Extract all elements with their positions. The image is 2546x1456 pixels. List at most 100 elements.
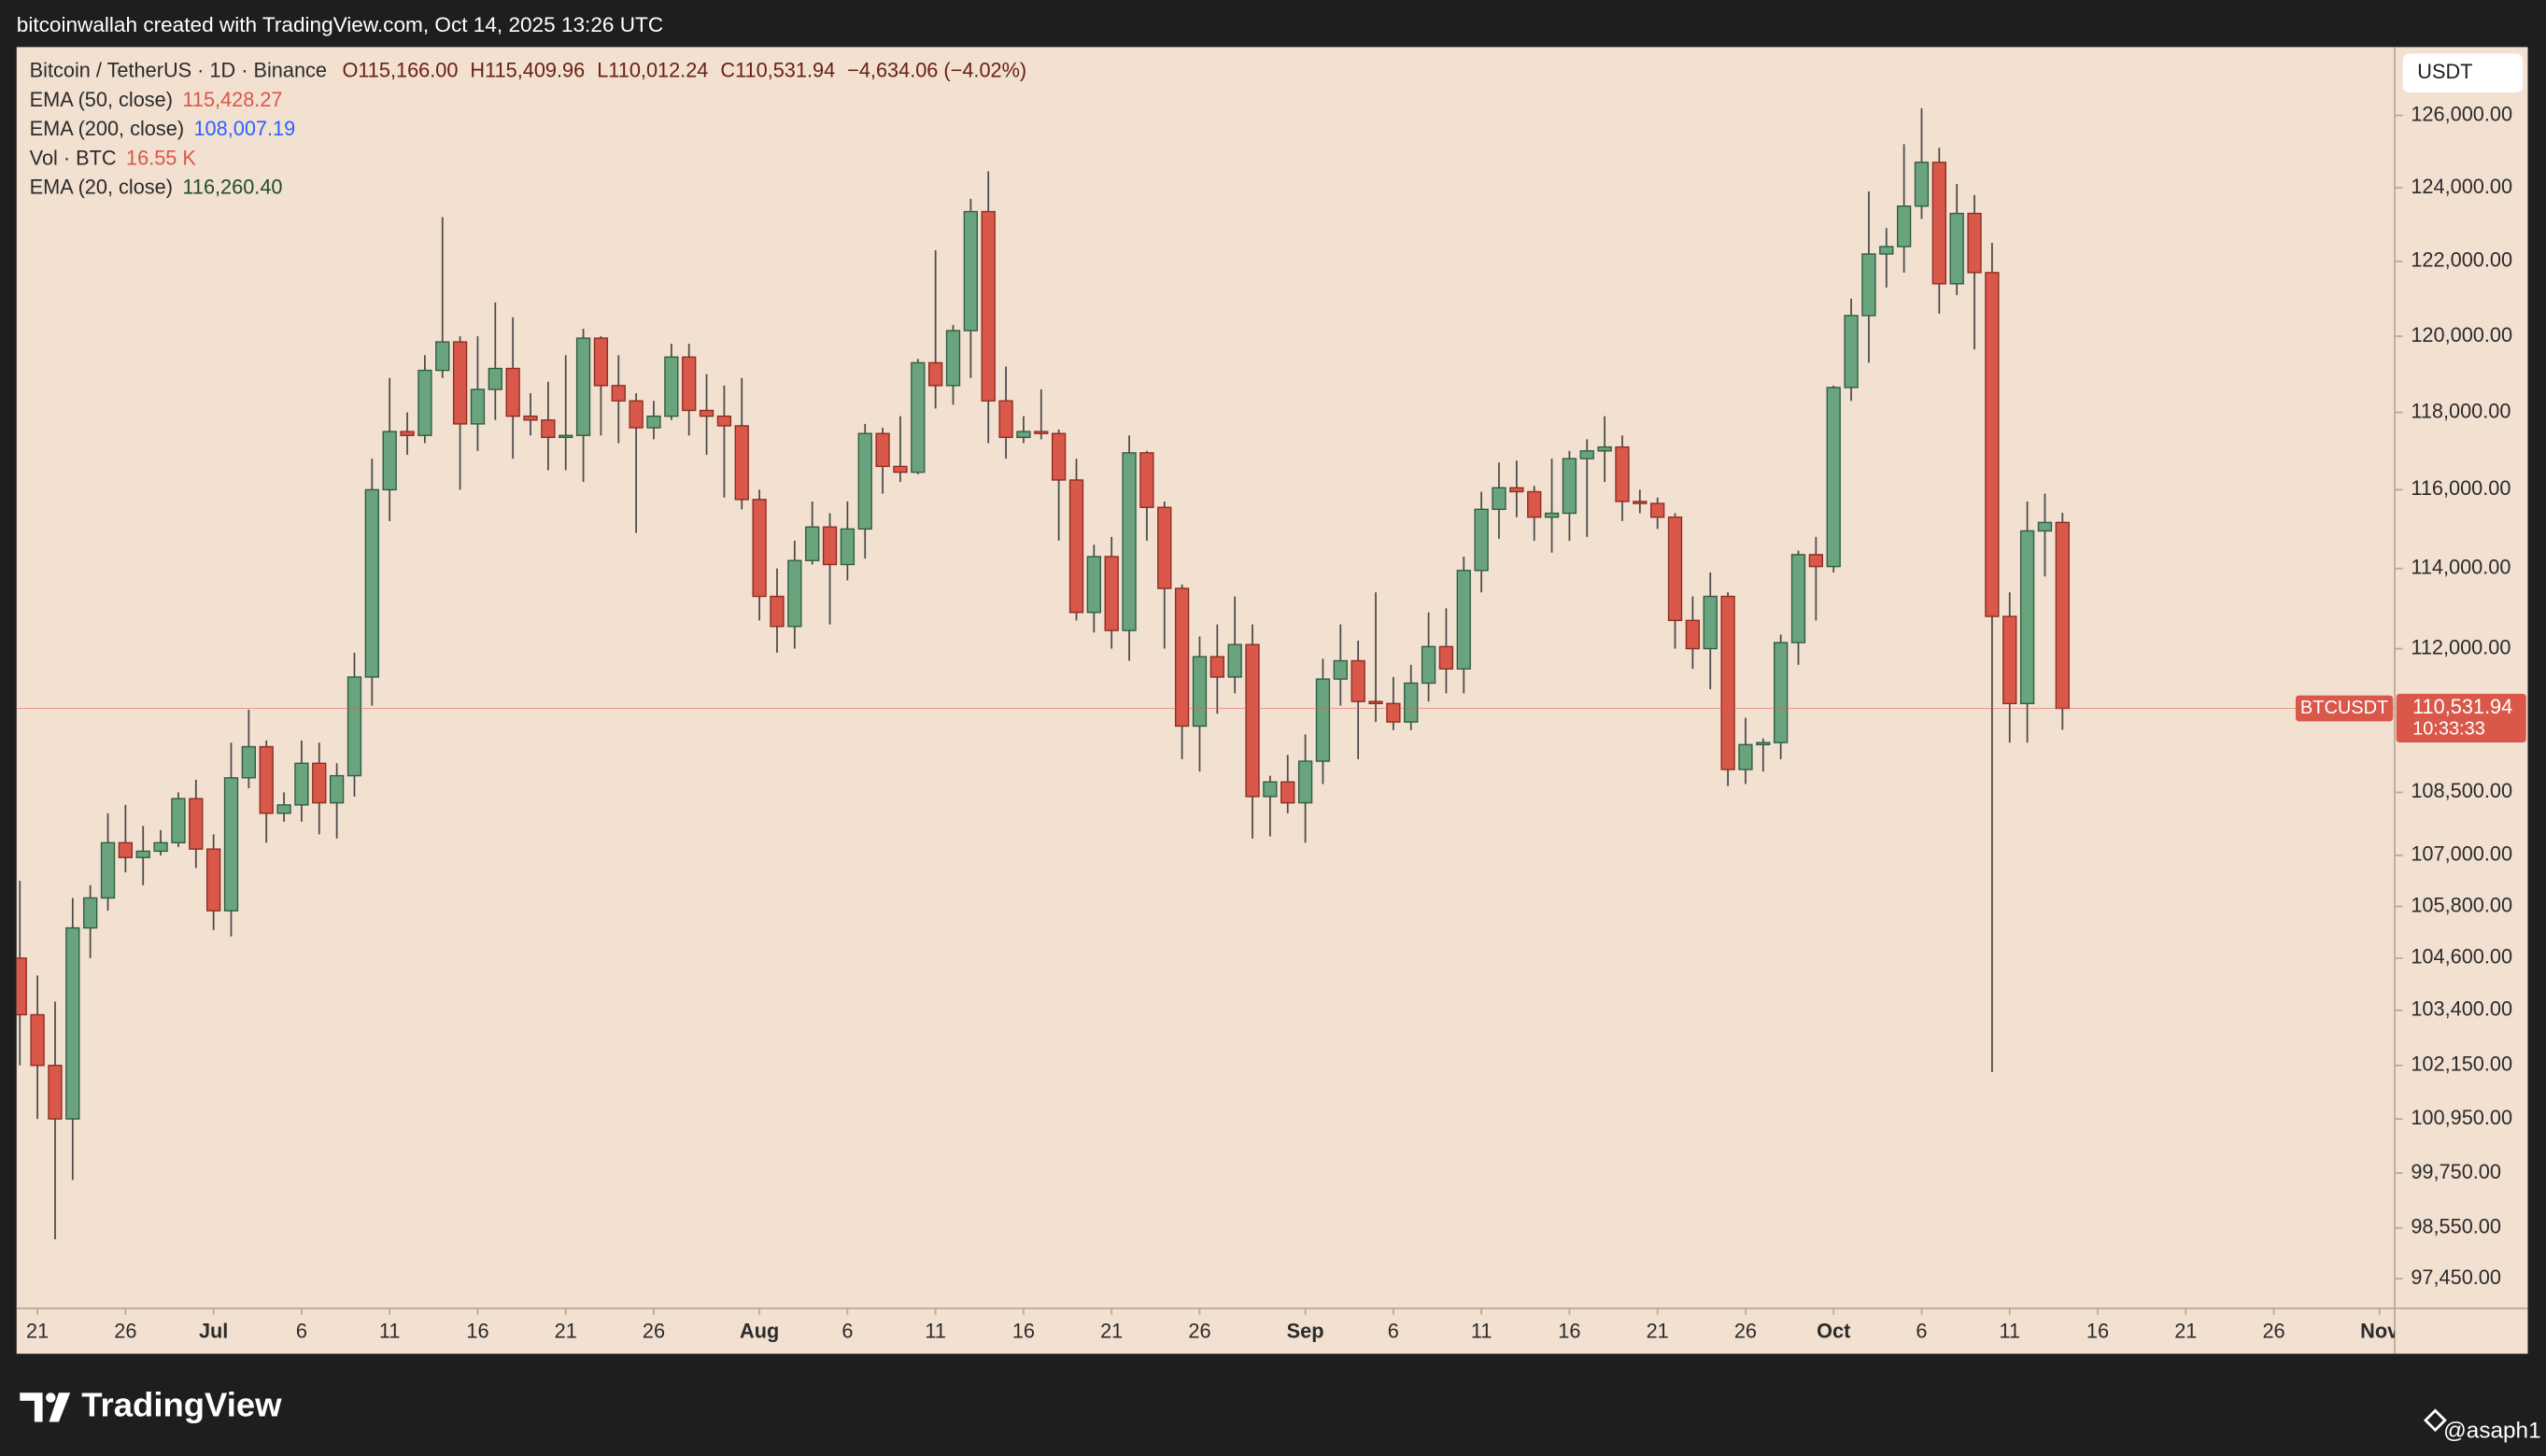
- candle-body: [65, 926, 80, 1120]
- logo-shape: [20, 1392, 43, 1422]
- x-tick-label: Sep: [1287, 1320, 1324, 1343]
- candle-body: [1016, 431, 1031, 439]
- candle-body: [699, 409, 714, 417]
- candle-body: [2019, 530, 2035, 705]
- x-tick-label: 6: [1388, 1320, 1399, 1343]
- x-tick-label: 16: [1558, 1320, 1580, 1343]
- y-tick-label: 114,000.00: [2411, 555, 2511, 578]
- symbol-tag: [2295, 695, 2394, 722]
- x-tick-label: 26: [1734, 1320, 1757, 1343]
- candle-body: [435, 341, 450, 372]
- candle-body: [1209, 656, 1224, 678]
- candle-body: [593, 337, 609, 387]
- price-tag-label: 110,531.94: [2412, 695, 2512, 718]
- currency-button[interactable]: [2402, 53, 2524, 93]
- indicator: Vol · BTC 16.55 K: [30, 146, 197, 169]
- y-tick-label: 124,000.00: [2411, 175, 2512, 198]
- candle-body: [1245, 643, 1260, 798]
- candle-body: [1685, 619, 1701, 650]
- candle-body: [840, 528, 856, 566]
- candle-body: [1263, 781, 1278, 798]
- indicator: EMA (20, close) 116,260.40: [30, 175, 283, 198]
- y-tick-label: 99,750.00: [2411, 1160, 2501, 1183]
- candle-body: [1192, 656, 1208, 728]
- candle-body: [1509, 487, 1524, 493]
- x-tick-label: 26: [1188, 1320, 1210, 1343]
- candle-body: [998, 400, 1013, 439]
- candle-body: [364, 488, 379, 678]
- candle-body: [153, 841, 168, 853]
- x-tick-label: 21: [1100, 1320, 1123, 1343]
- price-tag-box: [2396, 693, 2526, 742]
- candle-body: [893, 465, 908, 474]
- symbol-tag-label: BTCUSDT: [2300, 698, 2388, 718]
- candle-body: [2002, 615, 2017, 705]
- candle-body: [805, 526, 820, 561]
- candle-body: [1861, 253, 1876, 317]
- currency-label: USDT: [2417, 60, 2472, 83]
- candle-body: [488, 367, 502, 390]
- candle-body: [1579, 450, 1594, 459]
- y-tick-label: 112,000.00: [2411, 635, 2511, 658]
- candle-body: [1967, 212, 1982, 274]
- candle-body: [981, 210, 996, 402]
- x-tick-label: 21: [26, 1320, 49, 1343]
- ohlc-low: L110,012.24: [597, 58, 708, 81]
- x-tick-label: 6: [842, 1320, 853, 1343]
- candle-body: [205, 848, 221, 912]
- candle-body: [118, 841, 134, 858]
- x-tick-label: 26: [2262, 1320, 2284, 1343]
- candle-body: [294, 762, 309, 806]
- symbol-line: Bitcoin / TetherUS · 1D · Binance O115,1…: [30, 58, 1026, 81]
- candle-body: [1774, 642, 1789, 743]
- candle-body: [1826, 387, 1841, 568]
- candle-body: [189, 798, 204, 850]
- candle-body: [523, 415, 538, 421]
- ohlc-close: C110,531.94: [720, 58, 835, 81]
- candle-body: [963, 210, 979, 332]
- candle-body: [30, 1013, 45, 1067]
- x-tick-label: 16: [466, 1320, 488, 1343]
- x-tick-label: Oct: [1817, 1320, 1850, 1343]
- x-tick-label: 21: [555, 1320, 577, 1343]
- plot: [16, 107, 2395, 1240]
- candle-body: [646, 415, 661, 429]
- y-tick-label: 122,000.00: [2411, 248, 2512, 272]
- x-tick-label: 16: [2086, 1320, 2109, 1343]
- candle-body: [2055, 521, 2070, 710]
- x-tick-label: 11: [379, 1320, 401, 1343]
- candle-body: [716, 415, 732, 427]
- candle-body: [559, 434, 573, 439]
- x-tick-label: 21: [1647, 1320, 1669, 1343]
- candle-body: [1790, 554, 1806, 643]
- candle-body: [48, 1065, 63, 1120]
- candle-body: [505, 367, 520, 417]
- caption: bitcoinwallah created with TradingView.c…: [17, 13, 663, 36]
- candle-body: [1615, 445, 1630, 502]
- candle-body: [83, 897, 98, 929]
- x-tick-label: 11: [925, 1320, 946, 1343]
- candle-body: [1421, 645, 1436, 685]
- candle-body: [1879, 246, 1894, 255]
- indicator-name: Vol · BTC: [30, 146, 117, 169]
- candle-body: [787, 559, 802, 628]
- candle-body: [329, 774, 345, 804]
- candle-body: [400, 431, 415, 436]
- logo-shape: [46, 1392, 56, 1403]
- indicator-value: 108,007.19: [193, 117, 295, 140]
- countdown-label: 10:33:33: [2412, 718, 2485, 739]
- candle-body: [135, 850, 150, 858]
- candle-body: [1034, 431, 1049, 434]
- candle-body: [1808, 554, 1824, 568]
- y-tick-label: 104,600.00: [2411, 945, 2512, 968]
- logo-shape: [49, 1392, 71, 1422]
- y-tick-label: 120,000.00: [2411, 323, 2512, 346]
- candle-body: [312, 762, 327, 804]
- candle-body: [1703, 595, 1718, 650]
- candle-body: [911, 361, 926, 474]
- ohlc-high: H115,409.96: [470, 58, 585, 81]
- candle-body: [1720, 595, 1735, 770]
- candle-body: [1527, 490, 1542, 518]
